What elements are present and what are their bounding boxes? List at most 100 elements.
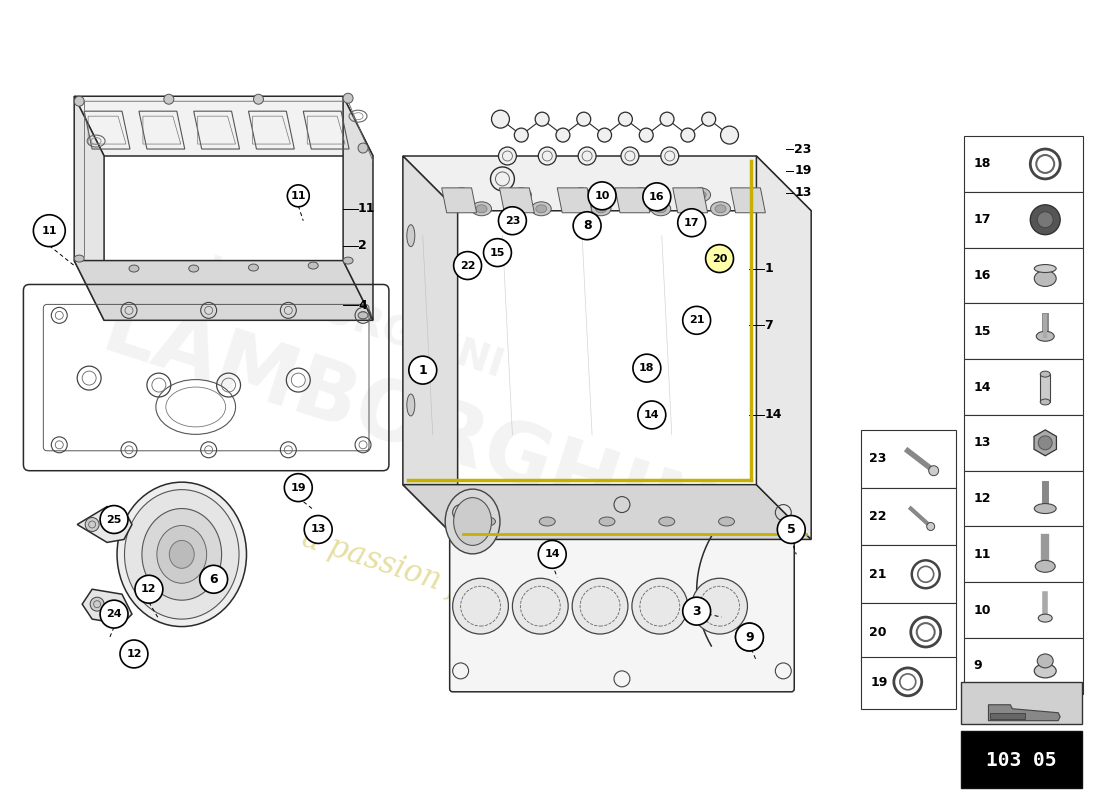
Ellipse shape [516,191,527,199]
Text: 14: 14 [764,409,782,422]
Text: 19: 19 [290,482,306,493]
Circle shape [484,238,512,266]
Ellipse shape [249,264,258,271]
Polygon shape [74,261,373,320]
Polygon shape [77,506,132,542]
Bar [990,713,1025,718]
Bar [964,470,1084,526]
Polygon shape [730,188,766,213]
Text: 14: 14 [544,550,560,559]
Polygon shape [615,188,650,213]
Ellipse shape [453,498,492,546]
Circle shape [597,128,612,142]
Bar [964,526,1084,582]
Ellipse shape [343,257,353,264]
Circle shape [572,578,628,634]
Circle shape [100,600,128,628]
Polygon shape [757,156,811,539]
Text: 12: 12 [141,584,156,594]
Ellipse shape [600,517,615,526]
Circle shape [639,128,653,142]
Circle shape [778,515,805,543]
Circle shape [573,212,601,240]
Text: 14: 14 [644,410,660,420]
Bar [964,359,1084,415]
Bar [964,136,1084,192]
Ellipse shape [1037,654,1053,668]
Text: 17: 17 [974,214,991,226]
Polygon shape [74,96,104,320]
Ellipse shape [129,265,139,272]
Circle shape [1038,436,1053,450]
Bar [964,248,1084,303]
Text: 11: 11 [290,191,306,201]
Text: 19: 19 [871,676,889,690]
Circle shape [538,541,566,568]
Text: 11: 11 [42,226,57,236]
Ellipse shape [189,265,199,272]
Circle shape [576,112,591,126]
Polygon shape [1034,430,1056,456]
Circle shape [135,575,163,603]
Circle shape [33,214,65,246]
Polygon shape [343,96,373,320]
Text: 14: 14 [974,381,991,394]
Text: 5: 5 [786,523,795,536]
Ellipse shape [651,202,671,216]
Polygon shape [403,156,458,539]
Circle shape [621,147,639,165]
Ellipse shape [1034,265,1056,273]
Circle shape [632,354,661,382]
Circle shape [736,623,763,651]
Circle shape [702,112,716,126]
Ellipse shape [715,205,726,213]
Ellipse shape [1034,503,1056,514]
Ellipse shape [691,188,711,202]
Text: 13: 13 [794,186,812,199]
Circle shape [85,518,99,531]
Text: 1: 1 [764,262,773,275]
Ellipse shape [1034,270,1056,286]
Ellipse shape [636,191,647,199]
Polygon shape [673,188,707,213]
Text: 10: 10 [974,604,991,617]
Text: 103 05: 103 05 [986,751,1057,770]
Ellipse shape [659,517,674,526]
Text: 23: 23 [794,142,812,155]
Ellipse shape [142,509,221,600]
Text: 9: 9 [745,630,754,643]
Ellipse shape [117,482,246,626]
Text: 21: 21 [689,315,704,326]
Circle shape [453,252,482,279]
Bar [861,430,956,488]
Text: 15: 15 [490,248,505,258]
Text: 6: 6 [209,573,218,586]
Circle shape [253,94,263,104]
Text: 10: 10 [594,191,609,201]
Ellipse shape [656,205,667,213]
Circle shape [588,182,616,210]
Text: 18: 18 [639,363,654,373]
Circle shape [618,112,632,126]
Text: 12: 12 [126,649,142,659]
Ellipse shape [308,262,318,269]
Text: 17: 17 [684,218,700,228]
Circle shape [120,640,147,668]
Polygon shape [403,485,811,539]
Ellipse shape [1036,331,1054,342]
Ellipse shape [536,205,547,213]
Polygon shape [558,188,592,213]
Text: 1: 1 [418,364,427,377]
Circle shape [491,167,515,191]
Ellipse shape [74,255,85,262]
Text: 13: 13 [974,436,991,450]
Circle shape [538,147,557,165]
Text: 2: 2 [358,239,366,252]
Circle shape [683,597,711,625]
Ellipse shape [718,517,735,526]
Circle shape [1031,205,1060,234]
Circle shape [164,94,174,104]
Text: a passion for cars: a passion for cars [298,522,568,636]
Circle shape [74,96,85,106]
Ellipse shape [1035,560,1055,572]
